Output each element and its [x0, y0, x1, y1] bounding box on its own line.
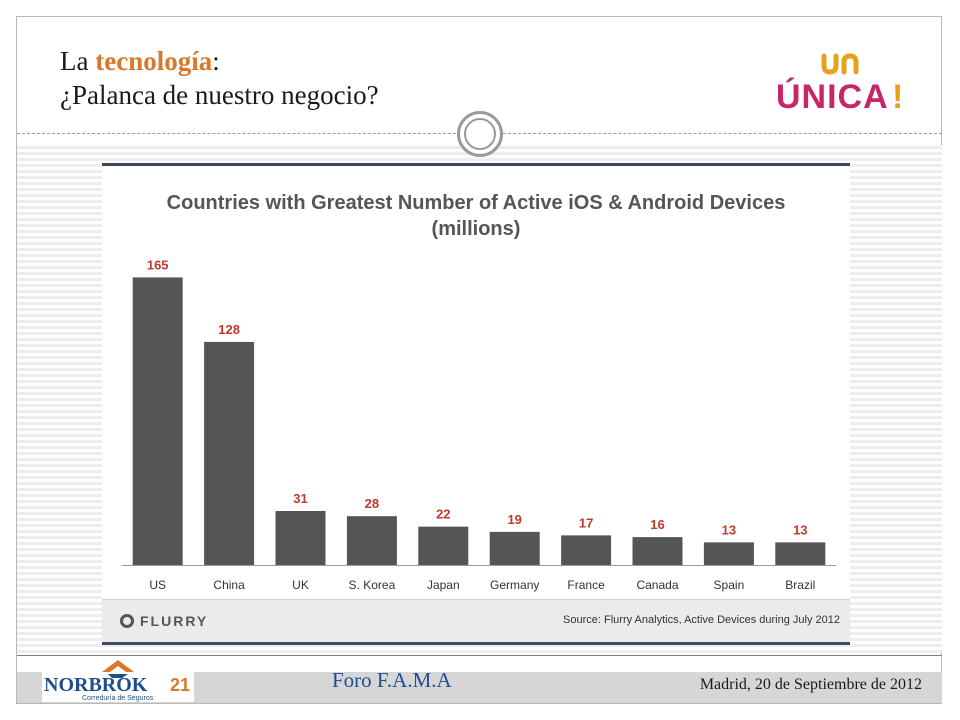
chart-subtitle: (millions): [431, 218, 521, 240]
data-label: 31: [293, 491, 307, 506]
x-tick-label: France: [567, 578, 605, 592]
svg-text:!: !: [892, 78, 903, 112]
data-label: 128: [218, 322, 240, 337]
footer-event: Foro F.A.M.A: [332, 668, 452, 692]
title-colon: :: [212, 46, 220, 76]
data-label: 13: [793, 522, 807, 537]
title-line2: ¿Palanca de nuestro negocio?: [60, 80, 379, 110]
data-label: 13: [722, 522, 736, 537]
bar-uk: [275, 510, 326, 565]
norbrok-name: NORBROK: [44, 674, 148, 696]
footer-line: [17, 655, 942, 656]
data-label: 28: [365, 496, 379, 511]
footer-date: Madrid, 20 de Septiembre de 2012: [699, 676, 922, 693]
bar-chart: 165 US 128 China 31 UK 28 S. Korea 22 Japan 19 Germ…: [122, 257, 836, 592]
x-tick-label: US: [149, 578, 166, 592]
bar-japan: [418, 526, 469, 565]
bar-brazil: [775, 542, 826, 565]
norbrok-number: 21: [170, 675, 190, 695]
slide-title: La tecnología: ¿Palanca de nuestro negoc…: [60, 44, 379, 112]
bar-canada: [632, 537, 683, 565]
x-tick-label: S. Korea: [349, 578, 396, 592]
chart-title: Countries with Greatest Number of Active…: [102, 190, 850, 242]
norbrok-logo: NORBROK 21 Correduría de Seguros: [42, 658, 194, 702]
norbrok-tagline: Correduría de Seguros: [82, 695, 154, 702]
flurry-logo: FLURRY: [120, 613, 208, 629]
x-tick-label: Canada: [636, 578, 678, 592]
bar-s-korea: [346, 516, 397, 565]
data-label: 22: [436, 507, 450, 522]
data-label: 17: [579, 515, 593, 530]
bar-spain: [703, 542, 754, 565]
bar-us: [132, 277, 183, 565]
x-tick-label: Brazil: [785, 578, 815, 592]
title-accent: tecnología: [95, 46, 213, 76]
title-prefix: La: [60, 46, 96, 76]
bar-france: [561, 535, 612, 565]
x-tick-label: Japan: [427, 578, 460, 592]
data-label: 19: [507, 512, 521, 527]
bar-germany: [489, 531, 540, 565]
x-tick-label: Spain: [714, 578, 745, 592]
source-bar: FLURRY Source: Flurry Analytics, Active …: [102, 599, 850, 642]
bar-china: [204, 341, 255, 565]
chart-source: Source: Flurry Analytics, Active Devices…: [563, 614, 840, 626]
chart-title-text: Countries with Greatest Number of Active…: [166, 192, 786, 214]
unica-logo: ÚNICA !: [776, 53, 903, 112]
flurry-label: FLURRY: [140, 613, 209, 629]
svg-text:ÚNICA: ÚNICA: [776, 78, 889, 112]
flurry-icon: [120, 614, 134, 628]
data-label: 165: [147, 257, 169, 272]
x-tick-label: UK: [292, 578, 309, 592]
decorative-circle: [457, 111, 503, 157]
x-tick-label: China: [213, 578, 245, 592]
chart-container: 165 US 128 China 31 UK 28 S. Korea 22 Japan 19 Germ…: [102, 163, 850, 645]
x-tick-label: Germany: [490, 578, 539, 592]
data-label: 16: [650, 517, 664, 532]
